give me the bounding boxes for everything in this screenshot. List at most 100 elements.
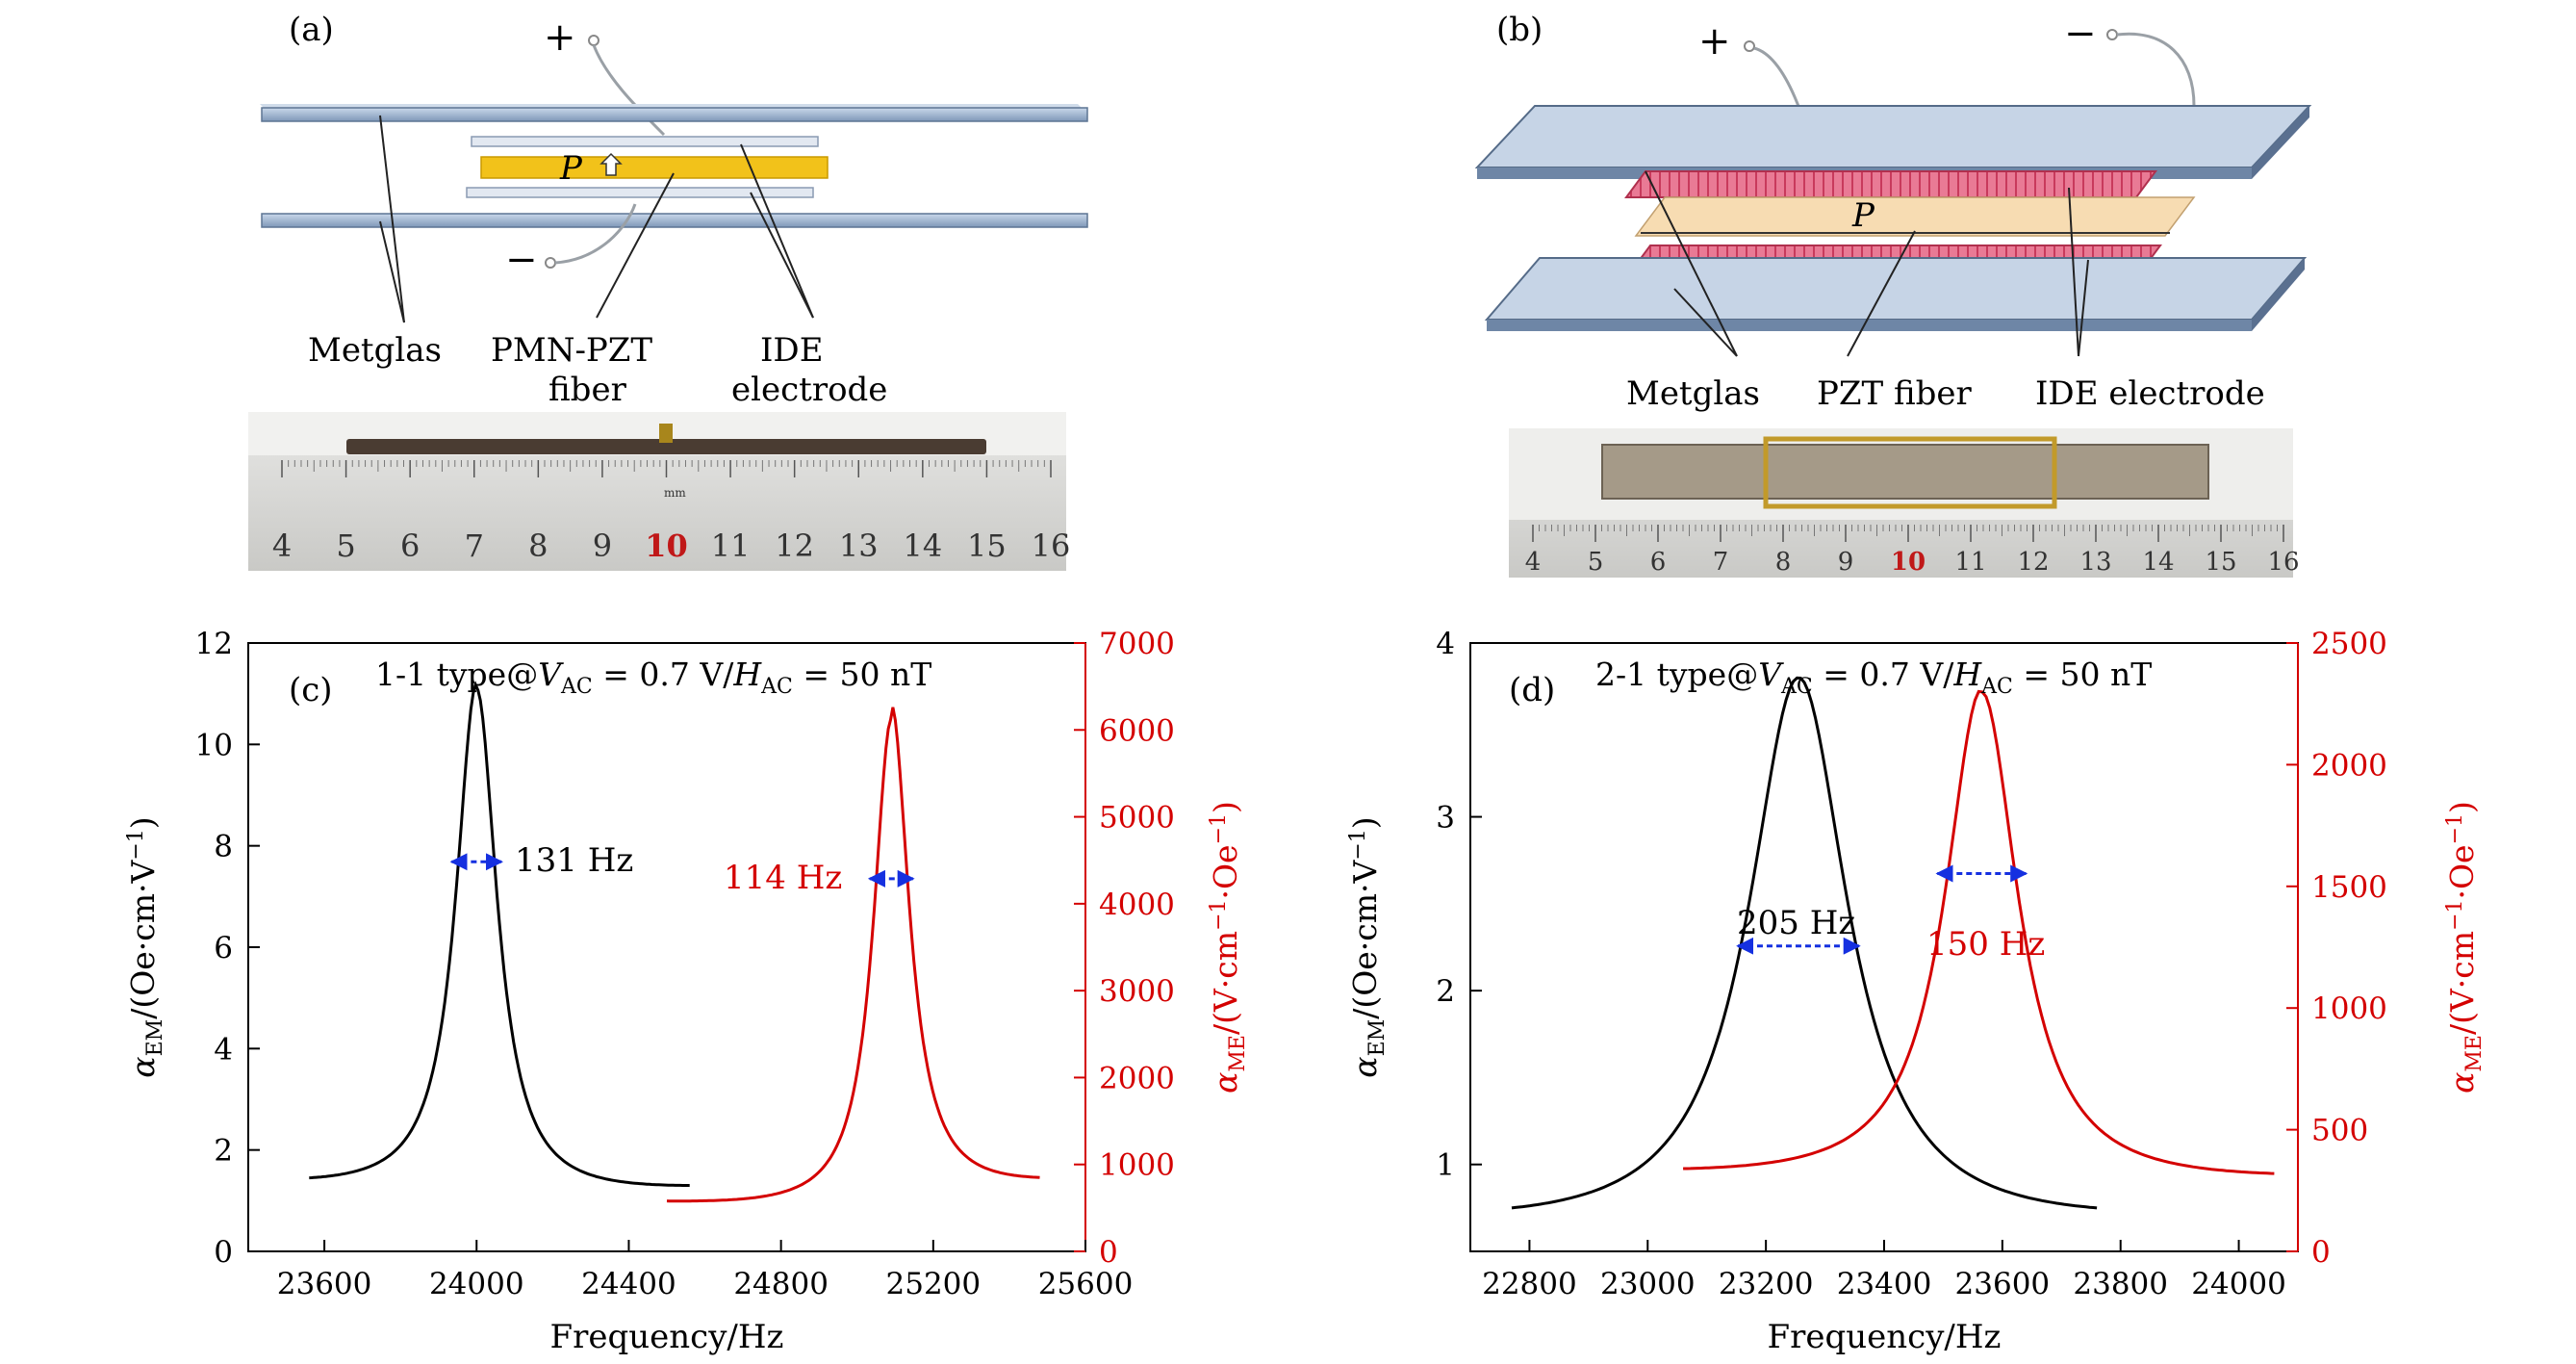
leader-lines-a — [379, 115, 814, 323]
ruler-number: 4 — [272, 528, 292, 564]
chart-c-ylabel-right: αME/(V·cm−1·Oe−1) — [1207, 801, 1250, 1094]
ruler-number: 14 — [2142, 548, 2174, 577]
ruler-number: 12 — [2017, 548, 2049, 577]
y-tick-label-right: 3000 — [1099, 974, 1175, 1009]
chart-d-series-em — [1511, 676, 2098, 1210]
ruler-number: 6 — [1650, 548, 1667, 577]
chart-d-frame — [1469, 642, 2299, 1252]
chart-c-annotation: 1-1 type@VAC = 0.7 V/HAC = 50 nT — [375, 656, 931, 699]
y-tick-label-left: 2 — [1436, 974, 1455, 1009]
ide-bottom — [466, 187, 814, 198]
ruler-number: 6 — [400, 528, 420, 564]
y-tick-label-right: 2000 — [1099, 1061, 1175, 1095]
chart-d-series-me — [1683, 689, 2275, 1175]
y-tick-label-right: 1000 — [1099, 1148, 1175, 1183]
ruler-number: 15 — [2205, 548, 2236, 577]
y-tick-label-right: 2500 — [2311, 627, 2387, 661]
chart-d-yticks-left: 1 2 3 4 — [1436, 627, 1482, 1183]
x-tick-label: 22800 — [1482, 1267, 1577, 1301]
chart-d-yticks-right: 0 500 1000 1500 2000 2500 — [2286, 627, 2387, 1270]
label-ide: IDE — [760, 331, 824, 370]
y-tick-label-right: 2000 — [2311, 748, 2387, 783]
ruler-a-mm: mm — [664, 486, 686, 500]
ruler-number: 9 — [1838, 548, 1854, 577]
chart-c-xticks: 23600 24000 24400 24800 25200 25600 — [277, 1240, 1134, 1301]
x-tick-label: 24000 — [429, 1267, 524, 1301]
chart-d-tag: (d) — [1509, 671, 1555, 709]
label-metglas-b: Metglas — [1626, 374, 1760, 413]
x-tick-label: 23000 — [1600, 1267, 1696, 1301]
ruler-number: 11 — [711, 528, 751, 564]
ruler-number: 13 — [2079, 548, 2111, 577]
chart-d: 22800 23000 23200 23400 23600 23800 24000 1 2 3 4… — [1346, 627, 2487, 1356]
sample-strip-b — [1601, 444, 2209, 500]
y-tick-label-right: 6000 — [1099, 713, 1175, 748]
terminal-plus-icon — [588, 35, 599, 46]
y-tick-label-left: 8 — [214, 830, 233, 864]
panel-a-minus: − — [505, 238, 538, 282]
chart-d-annotation: 2-1 type@VAC = 0.7 V/HAC = 50 nT — [1595, 656, 2152, 699]
y-tick-label-right: 500 — [2311, 1114, 2368, 1148]
leader-lines-b — [1645, 170, 2089, 357]
chart-c-width-arrows — [449, 853, 915, 888]
ruler-a-ticks — [281, 460, 1052, 477]
ruler-number: 5 — [336, 528, 355, 564]
label-pzt-fiber-b: PZT fiber — [1817, 374, 1973, 413]
ruler-number: 14 — [903, 528, 942, 564]
y-tick-label-right: 1500 — [2311, 870, 2387, 905]
wire-solder-a — [659, 424, 673, 443]
panel-a: (a) + P − Metglas PMN-PZT fiber IDE elec… — [248, 11, 1088, 571]
ruler-a-numbers: 4 5 6 7 8 9 10 11 12 13 14 15 16 — [272, 528, 1071, 564]
ruler-number: 7 — [1713, 548, 1729, 577]
chart-c-width-label-em: 131 Hz — [515, 841, 633, 880]
ruler-number: 15 — [967, 528, 1007, 564]
chart-d-width-label-me: 150 Hz — [1926, 925, 2045, 964]
label-electrode: electrode — [731, 371, 887, 409]
ruler-b-ticks — [1532, 525, 2284, 542]
label-ide-electrode-b: IDE electrode — [2035, 374, 2265, 413]
wire-b-minus — [2116, 32, 2196, 107]
x-tick-label: 24400 — [581, 1267, 676, 1301]
chart-d-ylabel-left: αEM/(Oe·cm·V−1) — [1346, 816, 1390, 1077]
chart-c-width-label-me: 114 Hz — [724, 859, 842, 897]
ruler-number: 16 — [1032, 528, 1071, 564]
x-tick-label: 23800 — [2073, 1267, 2168, 1301]
label-fiber: fiber — [548, 371, 627, 409]
terminal-b-plus-icon — [1744, 40, 1755, 52]
x-tick-label: 25200 — [886, 1267, 982, 1301]
chart-d-ylabel-right: αME/(V·cm−1·Oe−1) — [2443, 801, 2487, 1094]
panel-a-tag: (a) — [289, 11, 334, 49]
y-tick-label-right: 0 — [2311, 1235, 2331, 1270]
chart-c: 23600 24000 24400 24800 25200 25600 0 2 4 6 8 10 12… — [124, 627, 1250, 1356]
x-tick-label: 25600 — [1038, 1267, 1134, 1301]
ruler-number: 9 — [593, 528, 612, 564]
x-tick-label: 23600 — [277, 1267, 372, 1301]
sample-strip-a — [346, 439, 986, 454]
ruler-b-numbers: 4 5 6 7 8 9 10 11 12 13 14 15 16 — [1525, 548, 2300, 577]
chart-c-xlabel: Frequency/Hz — [550, 1318, 784, 1356]
ruler-number: 4 — [1525, 548, 1542, 577]
terminal-b-minus-icon — [2106, 29, 2118, 40]
y-tick-label-left: 1 — [1436, 1148, 1455, 1183]
ruler-number: 7 — [465, 528, 484, 564]
y-tick-label-left: 0 — [214, 1235, 233, 1270]
pzt-fiber-b — [1634, 196, 2196, 237]
y-tick-label-left: 2 — [214, 1134, 233, 1169]
ruler-number: 12 — [775, 528, 814, 564]
chart-d-xticks: 22800 23000 23200 23400 23600 23800 24000 — [1482, 1240, 2286, 1301]
y-tick-label-left: 10 — [195, 728, 233, 762]
photo-b: 4 5 6 7 8 9 10 11 12 13 14 15 16 — [1509, 428, 2300, 578]
panel-b: (b) + − P Metglas PZT fiber IDE — [1474, 11, 2312, 578]
y-tick-label-right: 5000 — [1099, 801, 1175, 836]
chart-c-series-em — [309, 681, 690, 1187]
wire-plus — [592, 44, 666, 137]
ruler-number: 13 — [839, 528, 879, 564]
label-metglas-a: Metglas — [308, 331, 442, 370]
ruler-number: 5 — [1588, 548, 1604, 577]
chart-c-series-me — [666, 707, 1040, 1203]
chart-c-tag: (c) — [289, 671, 333, 709]
chart-c-yticks-left: 0 2 4 6 8 10 12 — [195, 627, 260, 1270]
ide-top — [471, 136, 819, 147]
panel-a-plus: + — [544, 15, 576, 60]
